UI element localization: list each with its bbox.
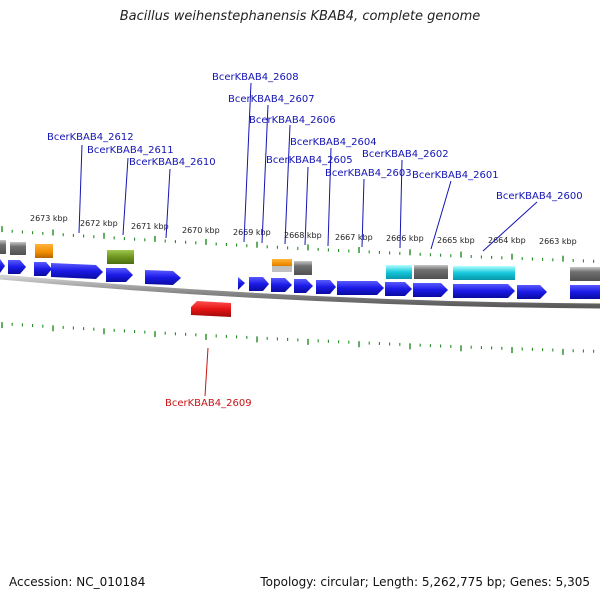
gene-label-2606[interactable]: BcerKBAB4_2606 bbox=[249, 115, 336, 126]
cds-arrow[interactable] bbox=[570, 285, 600, 299]
gene-label-2605[interactable]: BcerKBAB4_2605 bbox=[266, 155, 353, 166]
kbp-label-2670: 2670 kbp bbox=[182, 226, 220, 235]
kbp-label-2667: 2667 kbp bbox=[335, 233, 373, 242]
feature-cyan-block[interactable] bbox=[453, 266, 515, 280]
feature-gray-block[interactable] bbox=[294, 261, 312, 275]
gene-label-2601[interactable]: BcerKBAB4_2601 bbox=[412, 170, 499, 181]
gene-label-2607[interactable]: BcerKBAB4_2607 bbox=[228, 94, 315, 105]
gene-labels: BcerKBAB4_2612 BcerKBAB4_2611 BcerKBAB4_… bbox=[47, 72, 583, 409]
feature-orange-block[interactable] bbox=[272, 259, 292, 268]
feature-gray-block[interactable] bbox=[272, 266, 292, 272]
gene-label-2608[interactable]: BcerKBAB4_2608 bbox=[212, 72, 299, 83]
gene-label-2612[interactable]: BcerKBAB4_2612 bbox=[47, 132, 134, 143]
gene-label-2600[interactable]: BcerKBAB4_2600 bbox=[496, 191, 583, 202]
forward-features bbox=[0, 240, 600, 299]
kbp-label-2665: 2665 kbp bbox=[437, 236, 475, 245]
genome-backbone bbox=[0, 274, 600, 309]
kbp-label-2673: 2673 kbp bbox=[30, 214, 68, 223]
cds-arrow[interactable] bbox=[385, 282, 412, 296]
outer-tick-ruler bbox=[1, 226, 595, 263]
kbp-label-2669: 2669 kbp bbox=[233, 228, 271, 237]
cds-arrow[interactable] bbox=[337, 281, 384, 295]
feature-gray-block[interactable] bbox=[414, 265, 448, 279]
label-leaders bbox=[78, 82, 538, 397]
cds-arrow[interactable] bbox=[271, 278, 292, 292]
kbp-label-2663: 2663 kbp bbox=[539, 237, 577, 246]
gene-label-2603[interactable]: BcerKBAB4_2603 bbox=[325, 168, 412, 179]
topology-text: Topology: circular; Length: 5,262,775 bp… bbox=[260, 575, 590, 589]
cds-arrow[interactable] bbox=[413, 283, 448, 297]
gene-label-2609[interactable]: BcerKBAB4_2609 bbox=[165, 398, 252, 409]
feature-gray-block[interactable] bbox=[0, 240, 6, 254]
feature-orange-block[interactable] bbox=[35, 244, 53, 258]
feature-gray-block[interactable] bbox=[570, 267, 600, 281]
kbp-label-2668: 2668 kbp bbox=[284, 231, 322, 240]
cds-arrow-reverse[interactable] bbox=[191, 301, 231, 317]
kbp-label-2666: 2666 kbp bbox=[386, 234, 424, 243]
cds-arrow[interactable] bbox=[238, 277, 245, 290]
feature-green-block[interactable] bbox=[107, 250, 134, 264]
gene-label-2610[interactable]: BcerKBAB4_2610 bbox=[129, 157, 216, 168]
cds-arrow[interactable] bbox=[316, 280, 336, 294]
cds-arrow[interactable] bbox=[106, 268, 133, 282]
cds-arrow[interactable] bbox=[8, 260, 26, 274]
cds-arrow[interactable] bbox=[249, 277, 269, 291]
cds-arrow[interactable] bbox=[0, 259, 5, 273]
cds-arrow[interactable] bbox=[34, 262, 52, 276]
kbp-label-2672: 2672 kbp bbox=[80, 219, 118, 228]
cds-arrow[interactable] bbox=[294, 279, 313, 293]
accession-text: Accession: NC_010184 bbox=[9, 575, 146, 589]
feature-gray-block[interactable] bbox=[10, 242, 26, 255]
cds-arrow[interactable] bbox=[517, 285, 547, 299]
kbp-scale: 2673 kbp 2672 kbp 2671 kbp 2670 kbp 2669… bbox=[30, 214, 577, 246]
kbp-label-2664: 2664 kbp bbox=[488, 236, 526, 245]
gene-label-2602[interactable]: BcerKBAB4_2602 bbox=[362, 149, 449, 160]
genome-title: Bacillus weihenstephanensis KBAB4, compl… bbox=[119, 9, 481, 24]
gene-label-2604[interactable]: BcerKBAB4_2604 bbox=[290, 137, 377, 148]
kbp-label-2671: 2671 kbp bbox=[131, 222, 169, 231]
inner-tick-ruler bbox=[1, 322, 595, 355]
gene-label-2611[interactable]: BcerKBAB4_2611 bbox=[87, 145, 174, 156]
feature-cyan-block[interactable] bbox=[386, 265, 412, 279]
cds-arrow[interactable] bbox=[145, 270, 181, 285]
cds-arrow[interactable] bbox=[453, 284, 515, 298]
cds-arrow[interactable] bbox=[51, 263, 103, 279]
